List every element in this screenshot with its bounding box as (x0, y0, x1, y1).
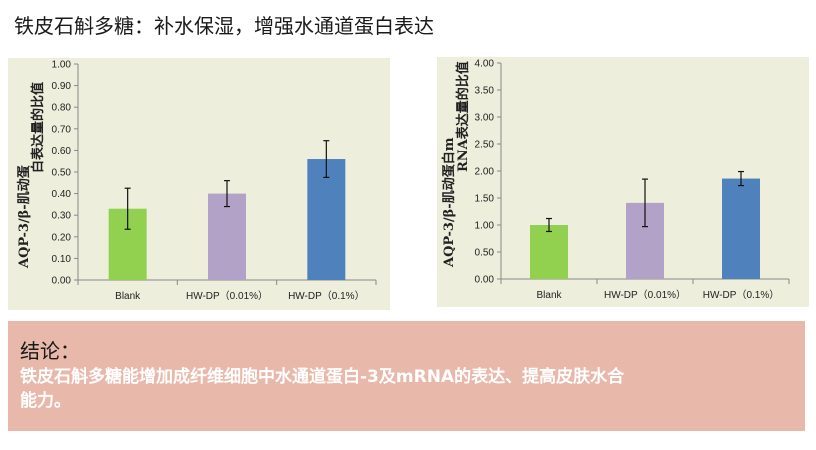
y-tick-label: 0.40 (52, 189, 72, 200)
y-tick-label: 2.50 (475, 140, 495, 151)
y-tick-label: 0.80 (52, 103, 72, 114)
y-tick-label: 0.60 (52, 146, 72, 157)
y-tick-label: 4.00 (475, 59, 495, 70)
x-tick-label: HW-DP（0.01%） (604, 289, 686, 301)
y-tick-label: 1.50 (475, 194, 495, 205)
y-tick-label: 1.00 (475, 221, 495, 232)
y-tick-label: 0.70 (52, 124, 72, 135)
y-tick-label: 1.00 (52, 60, 72, 71)
bar (530, 225, 568, 279)
y-tick-label: 0.00 (475, 275, 495, 286)
y-tick-label: 0.50 (475, 248, 495, 259)
chart-panel-aqp3-mrna: 0.00 0.50 1.00 1.50 2.00 2.50 3.00 3.50 4.00 Blan… (437, 57, 809, 307)
chart-mrna-expression: 0.00 0.50 1.00 1.50 2.00 2.50 3.00 3.50 4.00 Blan… (441, 59, 790, 301)
y-axis-label-line: 白表达量的比值 (30, 82, 46, 173)
page-title: 铁皮石斛多糖：补水保湿，增强水通道蛋白表达 (14, 14, 434, 38)
conclusion-text: 铁皮石斛多糖能增加成纤维细胞中水通道蛋白-3及mRNA的表达、提高皮肤水合能力。 (20, 367, 625, 411)
y-tick-label: 0.90 (52, 81, 72, 92)
bar (307, 159, 346, 280)
y-tick-label: 0.50 (52, 168, 72, 179)
y-tick-label: 3.00 (475, 113, 495, 124)
y-axis-label-line: AQP-3/β-肌动蛋 (17, 165, 32, 269)
x-tick-label: Blank (536, 290, 562, 301)
y-tick-label: 0.20 (52, 232, 72, 243)
y-axis-label-line: RNA表达量的比值 (455, 61, 471, 172)
x-tick-label: Blank (115, 291, 141, 302)
bar (722, 178, 760, 279)
y-axis-label-line: AQP-3/β-肌动蛋白m (441, 137, 457, 268)
x-tick-label: HW-DP（0.1%） (703, 289, 780, 301)
conclusion-box: 结论： 铁皮石斛多糖能增加成纤维细胞中水通道蛋白-3及mRNA的表达、提高皮肤水… (8, 321, 805, 431)
chart-panel-aqp3-protein: 0.00 0.10 0.20 0.30 0.40 0.50 0.60 0.70 0.80 0.90… (8, 58, 390, 310)
bar (208, 193, 246, 280)
y-tick-label: 2.00 (475, 167, 495, 178)
x-tick-label: HW-DP（0.1%） (288, 290, 365, 302)
chart-protein-expression: 0.00 0.10 0.20 0.30 0.40 0.50 0.60 0.70 0.80 0.90… (17, 60, 377, 302)
y-axis-label: AQP-3/β-肌动蛋白表达量的比值 (17, 82, 46, 269)
x-tick-label: HW-DP（0.01%） (186, 290, 268, 302)
y-tick-label: 3.50 (475, 86, 495, 97)
y-axis-label: AQP-3/β-肌动蛋白mRNA表达量的比值 (441, 61, 471, 268)
conclusion-title: 结论： (20, 339, 80, 363)
y-tick-label: 0.00 (52, 276, 72, 287)
y-tick-label: 0.30 (52, 211, 72, 222)
y-tick-label: 0.10 (52, 254, 72, 265)
